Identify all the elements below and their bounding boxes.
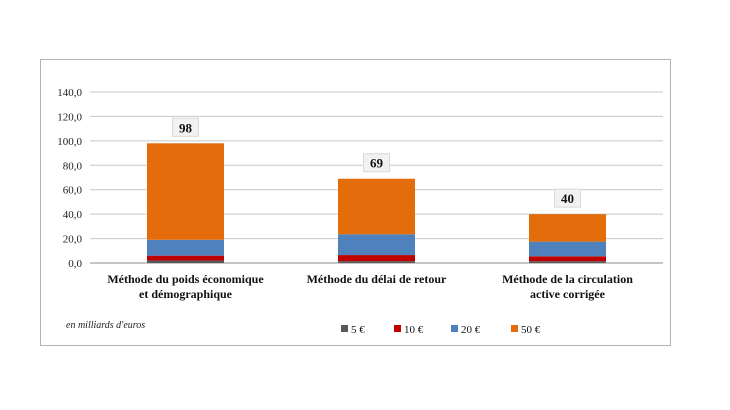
category-label: Méthode du poids économique — [107, 272, 264, 286]
y-tick-label: 140,0 — [57, 87, 82, 99]
bar-segment — [529, 214, 606, 242]
y-tick-label: 60,0 — [63, 185, 83, 197]
bar-segment — [338, 178, 415, 235]
y-tick-label: 20,0 — [63, 234, 83, 246]
unit-note: en milliards d'euros — [66, 320, 145, 331]
legend-label: 20 € — [461, 324, 481, 336]
y-tick-label: 120,0 — [57, 111, 82, 123]
bar-segment — [529, 256, 606, 262]
y-tick-label: 100,0 — [57, 136, 82, 148]
bar-segment — [147, 255, 224, 261]
legend-label: 5 € — [351, 324, 365, 336]
bar-segment — [147, 239, 224, 256]
category-label: et démographique — [139, 287, 233, 301]
bar-segment — [147, 260, 224, 263]
legend-label: 10 € — [404, 324, 424, 336]
legend-label: 50 € — [521, 324, 541, 336]
category-label: Méthode du délai de retour — [307, 272, 447, 286]
chart-frame: 0,0 20,0 40,0 60,0 80,0 100,0 120,0 140,0 98 Méth… — [40, 59, 671, 346]
category-label: active corrigée — [530, 287, 606, 301]
legend-swatch — [511, 325, 518, 332]
chart-svg: 0,0 20,0 40,0 60,0 80,0 100,0 120,0 140,0 98 Méth… — [57, 87, 663, 336]
bar-segment — [529, 241, 606, 257]
legend-swatch — [451, 325, 458, 332]
data-label-box — [172, 117, 199, 137]
data-label: 98 — [179, 120, 193, 135]
data-label: 40 — [561, 191, 574, 206]
bar-segment — [147, 143, 224, 240]
data-label-box — [363, 153, 390, 173]
legend-swatch — [394, 325, 401, 332]
data-label-box — [554, 188, 581, 208]
legend-swatch — [341, 325, 348, 332]
bar-segment — [338, 234, 415, 256]
bar-segment — [338, 261, 415, 263]
y-tick-label: 40,0 — [63, 209, 83, 221]
y-tick-label: 80,0 — [63, 160, 83, 172]
category-label: Méthode de la circulation — [502, 272, 633, 286]
y-tick-label: 0,0 — [68, 258, 82, 270]
bar-segment — [529, 261, 606, 263]
bar-segment — [338, 255, 415, 262]
data-label: 69 — [370, 156, 384, 171]
